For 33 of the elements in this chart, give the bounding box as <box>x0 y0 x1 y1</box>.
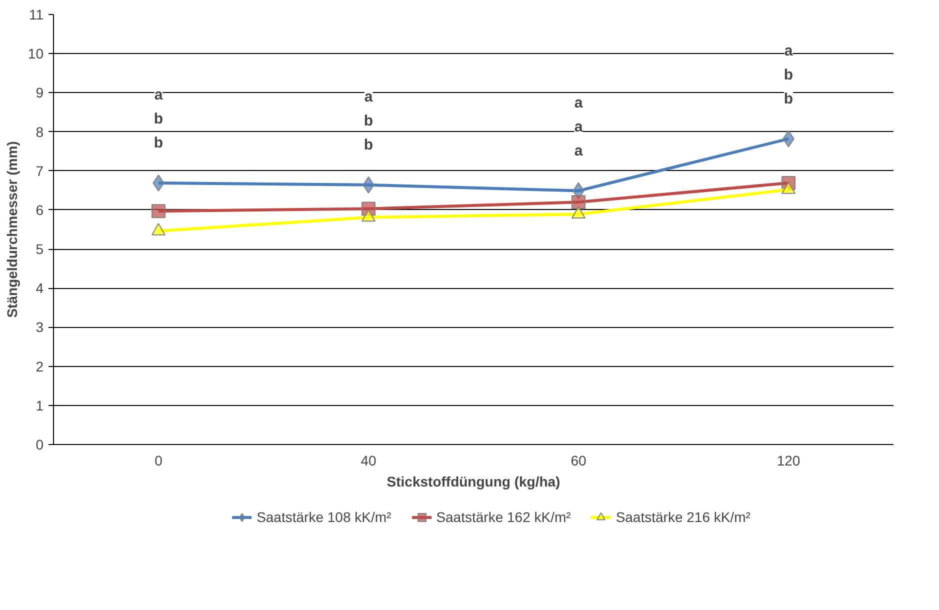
annotation: a <box>784 42 794 60</box>
annotation: b <box>154 110 164 128</box>
annotation: b <box>154 134 164 152</box>
legend-label: Saatstärke 108 kK/m² <box>256 509 392 525</box>
legend-label: Saatstärke 216 kK/m² <box>616 509 750 525</box>
annotation: a <box>364 88 374 106</box>
y-tick-label: 7 <box>36 162 44 179</box>
annotation: b <box>364 112 374 130</box>
annotation: a <box>154 86 164 104</box>
x-tick-label: 120 <box>776 452 800 468</box>
y-tick-label: 10 <box>28 46 44 62</box>
annotation: b <box>784 66 794 84</box>
annotation: b <box>364 136 374 154</box>
y-tick-label: 1 <box>36 397 44 414</box>
legend-label: Saatstärke 162 kK/m² <box>436 509 571 525</box>
y-tick-label: 11 <box>28 6 44 22</box>
annotation: b <box>784 90 794 108</box>
y-tick-label: 6 <box>36 202 44 218</box>
annotation: a <box>574 118 584 136</box>
y-tick-label: 5 <box>36 241 44 258</box>
y-tick-label: 9 <box>36 84 44 101</box>
y-tick-label: 3 <box>36 319 44 336</box>
y-tick-label: 0 <box>36 436 44 452</box>
y-tick-label: 4 <box>36 280 44 296</box>
annotation: a <box>574 94 584 112</box>
annotation: a <box>574 142 584 160</box>
y-axis-title: Stängeldurchmesser (mm) <box>4 141 20 318</box>
x-tick-label: 40 <box>360 452 376 468</box>
x-tick-label: 60 <box>570 452 586 468</box>
y-tick-label: 2 <box>36 358 44 374</box>
y-tick-label: 8 <box>36 124 44 140</box>
x-tick-label: 0 <box>154 452 163 468</box>
x-axis-title: Stickstoffdüngung (kg/ha) <box>386 474 560 490</box>
